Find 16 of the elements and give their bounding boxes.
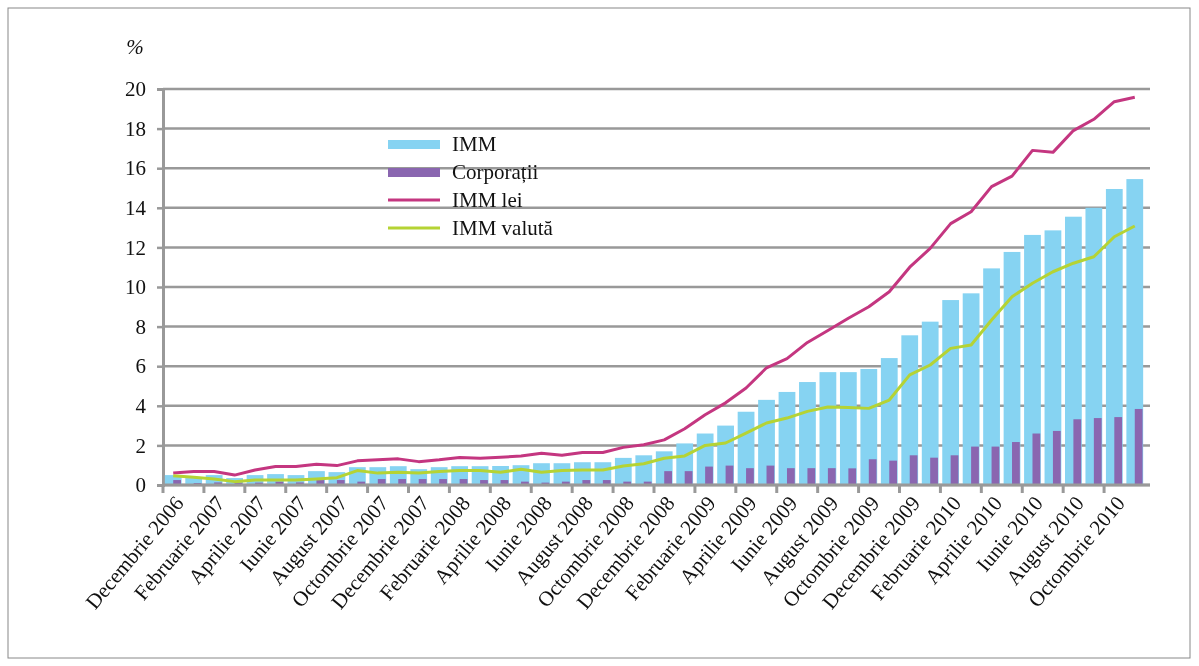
y-tick-label: 6 (135, 354, 146, 379)
y-tick-label: 20 (125, 77, 146, 102)
legend-label: IMM lei (452, 188, 523, 213)
legend-label: IMM valută (452, 216, 554, 241)
y-tick-label: 8 (135, 314, 146, 339)
y-axis-title: % (126, 35, 144, 59)
y-tick-label: 18 (125, 116, 146, 141)
legend-label: IMM (452, 132, 497, 157)
y-tick-label: 10 (125, 275, 146, 300)
y-tick-label: 4 (135, 394, 147, 419)
y-tick-label: 2 (135, 433, 146, 458)
y-tick-label: 0 (135, 473, 146, 498)
y-tick-label: 16 (125, 156, 146, 181)
legend-label: Corporații (452, 160, 539, 185)
y-tick-label: 12 (125, 235, 146, 260)
y-tick-label: 14 (125, 196, 147, 221)
